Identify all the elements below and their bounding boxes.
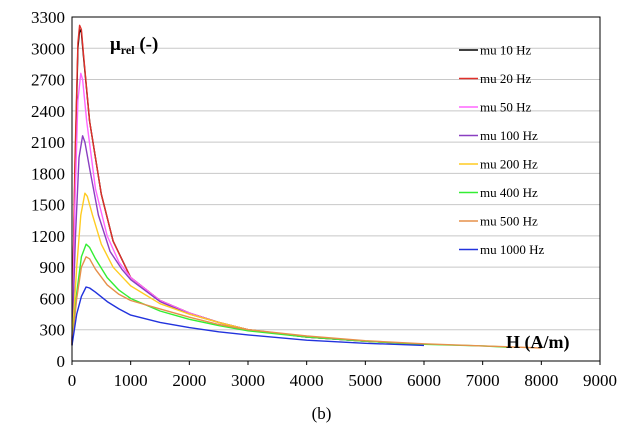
legend-entry: mu 400 Hz bbox=[480, 185, 538, 200]
y-annotation-sub: rel bbox=[121, 43, 135, 57]
y-tick-label: 3000 bbox=[31, 39, 65, 58]
x-tick-label: 2000 bbox=[172, 371, 206, 390]
x-tick-label: 8000 bbox=[524, 371, 558, 390]
x-tick-label: 4000 bbox=[290, 371, 324, 390]
y-annotation-unit: (-) bbox=[135, 34, 159, 55]
y-tick-label: 1500 bbox=[31, 196, 65, 215]
series-line-6 bbox=[71, 243, 513, 349]
grid-lines bbox=[72, 47, 600, 331]
y-tick-label: 2400 bbox=[31, 102, 65, 121]
x-tick-label: 3000 bbox=[231, 371, 265, 390]
legend-entry: mu 20 Hz bbox=[480, 71, 532, 86]
legend-entry: mu 1000 Hz bbox=[480, 242, 545, 257]
legend-entry: mu 200 Hz bbox=[480, 157, 538, 172]
x-annotation: H (A/m) bbox=[506, 332, 569, 353]
x-tick-label: 6000 bbox=[407, 371, 441, 390]
series-line-7 bbox=[71, 256, 542, 349]
series-lines bbox=[71, 24, 542, 349]
x-tick-label: 0 bbox=[68, 371, 77, 390]
y-annotation-main: μ bbox=[110, 34, 121, 55]
legend-entry: mu 100 Hz bbox=[480, 128, 538, 143]
series-line-3 bbox=[71, 72, 425, 345]
y-tick-label: 600 bbox=[40, 289, 66, 308]
series-line-4 bbox=[71, 135, 425, 345]
series-line-8 bbox=[71, 286, 425, 347]
x-tick-label: 5000 bbox=[348, 371, 382, 390]
y-tick-label: 0 bbox=[57, 352, 66, 371]
y-tick-label: 300 bbox=[40, 321, 66, 340]
x-tick-label: 9000 bbox=[583, 371, 617, 390]
legend: mu 10 Hz mu 20 Hz mu 50 Hz mu 100 Hz mu 200 … bbox=[459, 43, 545, 257]
y-tick-label: 1800 bbox=[31, 164, 65, 183]
y-tick-label: 900 bbox=[40, 258, 66, 277]
y-tick-label: 1200 bbox=[31, 227, 65, 246]
legend-entry: mu 50 Hz bbox=[480, 100, 532, 115]
legend-entry: mu 500 Hz bbox=[480, 214, 538, 229]
figure-caption: (b) bbox=[311, 404, 332, 423]
y-tick-labels: 0 300 600 900 1200 1500 1800 2100 2400 2700 3000 33… bbox=[31, 8, 65, 371]
x-tick-label: 1000 bbox=[114, 371, 148, 390]
y-annotation: μrel (-) bbox=[110, 34, 158, 57]
y-tick-label: 2700 bbox=[31, 71, 65, 90]
plot-frame bbox=[71, 16, 601, 362]
y-tick-label: 3300 bbox=[31, 8, 65, 27]
legend-entry: mu 10 Hz bbox=[480, 43, 532, 58]
series-line-2 bbox=[71, 24, 425, 345]
x-tick-label: 7000 bbox=[466, 371, 500, 390]
x-tick-labels: 0 1000 2000 3000 4000 5000 6000 7000 8000 9000 bbox=[68, 361, 617, 390]
y-tick-label: 2100 bbox=[31, 133, 65, 152]
